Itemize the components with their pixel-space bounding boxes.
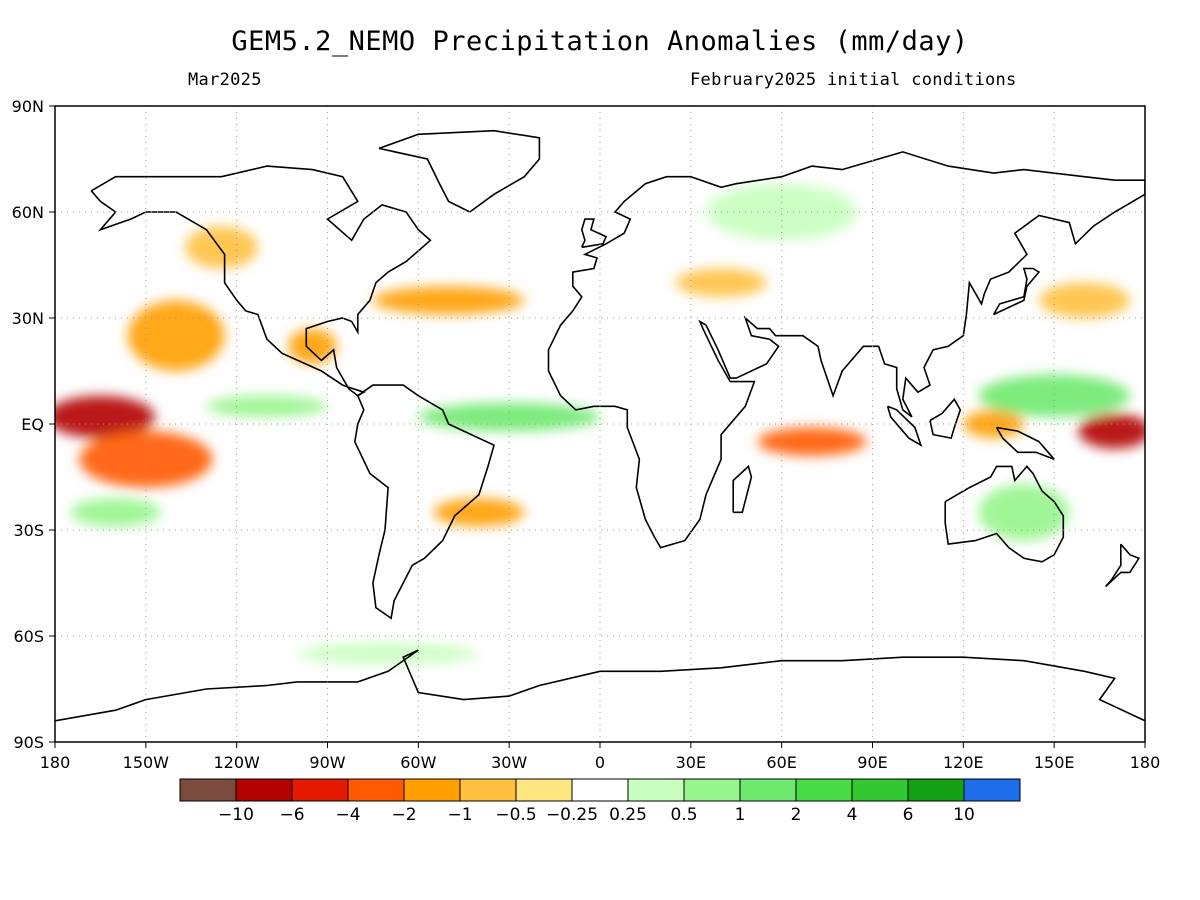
graticule <box>55 106 1145 742</box>
lon-label-30E: 30E <box>676 753 706 772</box>
lon-label-150E: 150E <box>1034 753 1075 772</box>
colorbar-label-5: −0.5 <box>495 805 536 825</box>
colorbar-label-8: 0.5 <box>670 805 697 825</box>
lon-label-120E: 120E <box>943 753 984 772</box>
colorbar-label-12: 6 <box>903 805 914 825</box>
coastline-madagascar <box>732 464 753 514</box>
lat-label-90S: 90S <box>13 733 44 752</box>
coastline-japan <box>992 267 1041 316</box>
map-title: GEM5.2_NEMO Precipitation Anomalies (mm/… <box>231 26 969 57</box>
colorbar-swatch-5 <box>459 778 517 802</box>
anomaly-patch-9 <box>963 409 1024 439</box>
initial-conditions-label: February2025 initial conditions <box>690 70 1017 90</box>
lat-label-90N: 90N <box>12 97 44 116</box>
anomaly-patch-11 <box>1078 413 1145 449</box>
colorbar-label-1: −6 <box>279 805 304 825</box>
anomaly-patch-17 <box>70 498 161 527</box>
colorbar-label-6: −0.25 <box>546 805 598 825</box>
colorbar-label-0: −10 <box>218 805 254 825</box>
lon-label-0: 0 <box>595 753 605 772</box>
colorbar-label-7: 0.25 <box>609 805 647 825</box>
lon-label-90E: 90E <box>857 753 887 772</box>
colorbar-label-10: 2 <box>791 805 802 825</box>
colorbar-swatch-6 <box>515 778 573 802</box>
lon-label-30W: 30W <box>491 753 527 772</box>
anomaly-patch-1 <box>79 431 213 488</box>
lon-label-60W: 60W <box>400 753 436 772</box>
lon-label-90W: 90W <box>309 753 345 772</box>
anomaly-patch-2 <box>127 300 225 371</box>
anomaly-patch-15 <box>978 484 1070 541</box>
coastline-new-guinea <box>995 426 1055 461</box>
colorbar-swatch-0 <box>179 778 237 802</box>
anomaly-patch-7 <box>675 268 767 297</box>
lat-label-30N: 30N <box>12 309 44 328</box>
colorbar-swatch-14 <box>963 778 1021 802</box>
lat-label-30S: 30S <box>13 521 44 540</box>
colorbar: −10 −6 −4 −2 −1 −0.5 −0.25 0.25 0.5 1 2 4 6 10 <box>179 778 1021 825</box>
coastlines <box>55 129 1145 722</box>
anomaly-patch-6 <box>433 498 525 527</box>
forecast-month-label: Mar2025 <box>188 70 262 90</box>
anomaly-patch-0 <box>55 395 155 439</box>
colorbar-swatch-9 <box>683 778 741 802</box>
colorbar-swatch-10 <box>739 778 797 802</box>
anomaly-patch-14 <box>978 374 1130 417</box>
anomaly-patch-4 <box>288 328 337 364</box>
coastline-africa-eurasia <box>547 151 1145 549</box>
lon-label-60E: 60E <box>766 753 796 772</box>
anomaly-patch-13 <box>206 395 328 417</box>
coastline-sumatra <box>886 405 923 447</box>
coastline-greenland <box>378 129 541 213</box>
coastline-australia <box>944 465 1065 563</box>
anomaly-patch-10 <box>1039 282 1130 319</box>
lon-label-180: 180 <box>40 753 71 772</box>
colorbar-label-4: −1 <box>447 805 472 825</box>
coastline-new-zealand <box>1104 543 1141 588</box>
coastline-antarctica <box>55 649 1145 722</box>
coastline-south-america <box>353 384 495 620</box>
colorbar-swatch-3 <box>347 778 405 802</box>
colorbar-swatch-2 <box>291 778 349 802</box>
anomaly-patch-8 <box>757 427 867 456</box>
colorbar-label-13: 10 <box>953 805 975 825</box>
anomaly-patch-5 <box>372 286 525 315</box>
coastline-borneo <box>929 397 962 440</box>
colorbar-swatch-1 <box>235 778 293 802</box>
coastline-north-america <box>90 165 432 397</box>
colorbar-swatch-13 <box>907 778 965 802</box>
lat-label-60N: 60N <box>12 203 44 222</box>
lat-label-EQ: EQ <box>21 415 44 434</box>
colorbar-label-9: 1 <box>735 805 746 825</box>
colorbar-swatch-11 <box>795 778 853 802</box>
lon-label-120W: 120W <box>213 753 260 772</box>
lat-label-60S: 60S <box>13 627 44 646</box>
coastline-british-isles <box>580 218 608 249</box>
colorbar-swatch-12 <box>851 778 909 802</box>
lon-label-150W: 150W <box>123 753 170 772</box>
anomaly-patch-3 <box>185 226 258 269</box>
colorbar-label-2: −4 <box>335 805 360 825</box>
colorbar-swatch-7 <box>571 778 629 802</box>
colorbar-label-11: 4 <box>847 805 858 825</box>
colorbar-swatch-4 <box>403 778 461 802</box>
lon-label-180: 180 <box>1130 753 1161 772</box>
anomaly-patch-18 <box>297 643 479 665</box>
colorbar-label-3: −2 <box>391 805 416 825</box>
colorbar-swatch-8 <box>627 778 685 802</box>
